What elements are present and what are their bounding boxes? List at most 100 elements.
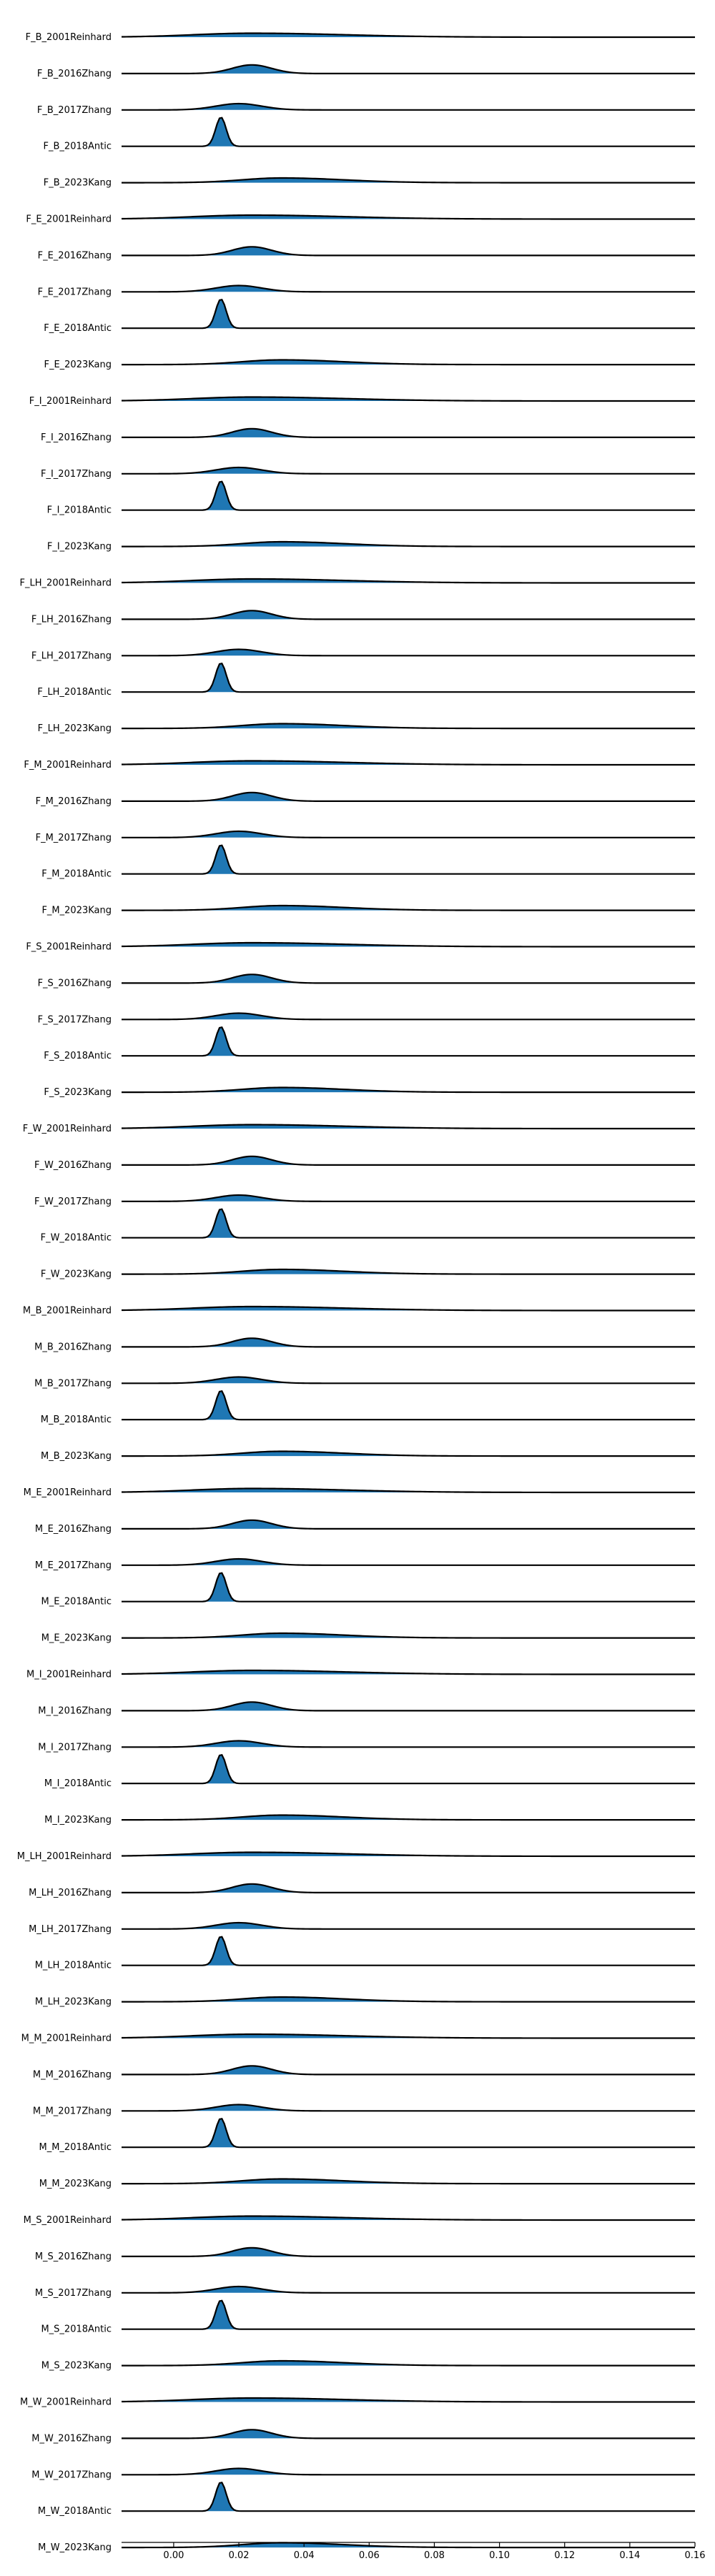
ridge-label: F_I_2016Zhang xyxy=(41,432,112,443)
ridge-outline xyxy=(121,396,695,402)
ridge-outline xyxy=(122,1632,695,1639)
ridge-area xyxy=(122,397,695,401)
ridge-label: F_LH_2023Kang xyxy=(38,723,112,734)
ridge-row: M_W_2001Reinhard xyxy=(20,2397,695,2408)
ridge-label: M_B_2001Reinhard xyxy=(23,1306,112,1317)
ridge-row: M_LH_2018Antic xyxy=(35,1936,695,1971)
ridge-area xyxy=(122,299,695,329)
ridge-row: F_W_2017Zhang xyxy=(34,1194,695,1207)
ridge-outline xyxy=(122,177,695,184)
ridge-outline xyxy=(122,480,695,511)
ridge-row: F_B_2018Antic xyxy=(44,117,695,152)
ridge-area xyxy=(122,1852,695,1856)
ridge-row: M_S_2001Reinhard xyxy=(24,2215,695,2226)
ridge-label: M_E_2017Zhang xyxy=(35,1560,112,1571)
ridge-label: M_E_2001Reinhard xyxy=(24,1487,112,1498)
ridge-outline xyxy=(122,723,695,730)
ridge-label: F_B_2018Antic xyxy=(44,142,112,152)
ridge-outline xyxy=(122,117,695,147)
ridge-row: F_E_2001Reinhard xyxy=(26,214,695,225)
ridge-outline xyxy=(122,1086,695,1094)
x-tick-label: 0.08 xyxy=(424,2550,445,2561)
ridge-label: F_E_2001Reinhard xyxy=(26,214,112,225)
ridge-label: F_M_2023Kang xyxy=(41,906,112,916)
ridge-label: M_S_2018Antic xyxy=(41,2324,112,2335)
x-tick-label: 0.00 xyxy=(163,2550,184,2561)
ridge-outline xyxy=(122,1557,695,1566)
ridge-label: M_I_2018Antic xyxy=(44,1778,112,1789)
ridge-row: F_B_2017Zhang xyxy=(37,102,695,116)
ridge-area xyxy=(122,831,695,838)
ridge-area xyxy=(122,2300,695,2329)
ridge-outline xyxy=(121,32,695,39)
ridge-area xyxy=(122,2216,695,2220)
ridge-row: F_S_2018Antic xyxy=(44,1026,695,1061)
ridge-outline xyxy=(122,1450,695,1457)
ridge-label: F_I_2023Kang xyxy=(47,542,112,553)
ridge-outline xyxy=(122,1194,695,1202)
ridge-area xyxy=(122,1923,695,1929)
ridge-label: F_S_2018Antic xyxy=(44,1051,112,1061)
ridge-row: F_LH_2023Kang xyxy=(38,723,695,734)
ridge-label: F_LH_2016Zhang xyxy=(31,614,112,625)
ridge-outline xyxy=(122,246,695,257)
ridge-row: F_M_2016Zhang xyxy=(36,791,695,807)
ridge-outline xyxy=(121,1487,695,1494)
ridge-row: F_LH_2001Reinhard xyxy=(20,578,695,589)
ridge-row: M_S_2023Kang xyxy=(41,2359,695,2372)
ridge-label: M_B_2023Kang xyxy=(41,1451,112,1462)
ridge-row: F_I_2017Zhang xyxy=(41,466,695,480)
ridge-area xyxy=(122,2482,695,2512)
ridge-label: F_LH_2001Reinhard xyxy=(20,578,112,589)
ridge-label: F_LH_2018Antic xyxy=(37,687,112,698)
ridge-outline xyxy=(122,610,695,620)
ridge-area xyxy=(122,663,695,693)
ridge-label: F_I_2017Zhang xyxy=(41,469,112,480)
ridge-label: F_M_2016Zhang xyxy=(36,796,112,807)
ridge-area xyxy=(122,649,695,656)
ridge-area xyxy=(122,1488,695,1492)
ridge-label: M_LH_2017Zhang xyxy=(29,1924,112,1935)
ridge-label: M_LH_2018Antic xyxy=(35,1961,112,1971)
ridge-label: M_S_2017Zhang xyxy=(35,2288,112,2299)
ridge-outline xyxy=(122,540,695,548)
ridge-row: F_W_2023Kang xyxy=(41,1268,695,1280)
x-tick-label: 0.12 xyxy=(554,2550,575,2561)
ridge-outline xyxy=(122,2481,695,2512)
ridge-label: M_I_2001Reinhard xyxy=(26,1670,112,1680)
ridge-row: F_LH_2018Antic xyxy=(37,662,695,698)
ridge-outline xyxy=(122,1814,695,1821)
ridge-label: M_M_2023Kang xyxy=(39,2179,112,2189)
ridge-row: F_E_2023Kang xyxy=(44,359,695,370)
ridge-outline xyxy=(121,578,695,584)
ridge-row: M_B_2018Antic xyxy=(41,1389,695,1425)
ridge-row: M_I_2016Zhang xyxy=(38,1701,695,1716)
ridge-area xyxy=(122,285,695,292)
ridge-label: M_W_2017Zhang xyxy=(31,2470,112,2480)
ridge-outline xyxy=(122,359,695,366)
ridge-row: M_E_2018Antic xyxy=(41,1572,695,1607)
ridge-row: M_B_2017Zhang xyxy=(34,1376,695,1389)
ridge-outline xyxy=(122,1268,695,1275)
ridge-outline xyxy=(122,1701,695,1712)
ridge-outline xyxy=(122,466,695,475)
ridge-row: M_I_2023Kang xyxy=(44,1814,695,1826)
ridge-outline xyxy=(122,1389,695,1421)
ridge-outline xyxy=(122,1921,695,1930)
ridge-row: M_E_2023Kang xyxy=(41,1632,695,1644)
ridge-row: M_I_2001Reinhard xyxy=(26,1670,695,1680)
ridge-row: M_B_2001Reinhard xyxy=(23,1306,695,1317)
ridge-label: M_W_2001Reinhard xyxy=(20,2397,112,2408)
ridge-row: M_LH_2017Zhang xyxy=(29,1921,695,1935)
ridge-area xyxy=(122,2104,695,2111)
ridge-outline xyxy=(122,298,695,330)
ridge-area xyxy=(122,1377,695,1384)
ridge-row: F_M_2001Reinhard xyxy=(24,760,695,771)
ridge-area xyxy=(122,579,695,583)
ridge-outline xyxy=(121,1124,695,1130)
ridge-outline xyxy=(122,904,695,911)
ridge-area xyxy=(122,1027,695,1056)
ridge-outline xyxy=(122,427,695,438)
ridge-label: F_E_2018Antic xyxy=(44,323,112,334)
ridge-outline xyxy=(121,2033,695,2039)
